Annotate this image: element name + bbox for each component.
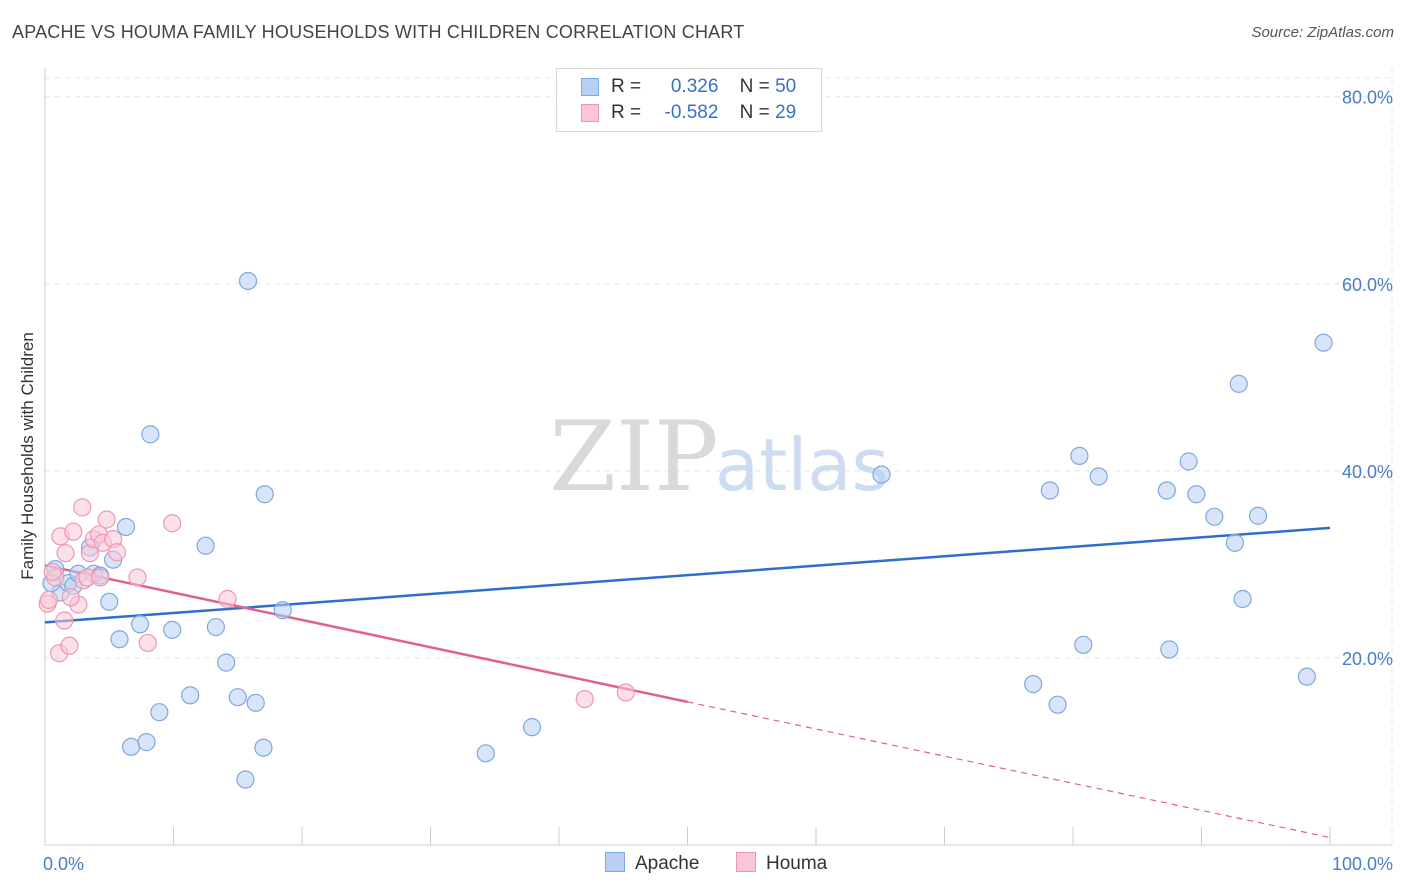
apache-point-12 — [121, 737, 141, 756]
apache-point-42 — [1205, 507, 1224, 526]
x-tick-label-0: 0.0% — [43, 854, 84, 874]
correlation-legend: R = 0.326 N = 50 R = -0.582 N = 29 — [556, 68, 822, 132]
legend-apache-r-label: R = — [611, 76, 642, 97]
apache-point-45 — [1233, 589, 1252, 609]
apache-point-17 — [163, 620, 182, 639]
legend-apache-n-value: 50 — [775, 76, 797, 97]
legend-houma-n-value: 29 — [775, 102, 797, 123]
apache-point-48 — [1314, 333, 1333, 352]
houma-point-6 — [56, 544, 75, 563]
apache-point-16 — [150, 703, 169, 722]
series-legend-houma-label: Houma — [766, 853, 828, 874]
houma-point-5 — [55, 611, 74, 630]
apache-point-44 — [1229, 374, 1248, 393]
x-tick-label-100: 100.0% — [1332, 854, 1393, 874]
legend-houma-r-value: -0.582 — [664, 102, 719, 123]
apache-point-23 — [236, 770, 255, 789]
apache-point-32 — [1024, 675, 1043, 694]
chart-title: APACHE VS HOUMA FAMILY HOUSEHOLDS WITH C… — [12, 22, 745, 42]
watermark-zip: ZIP — [549, 401, 718, 513]
legend-swatch-apache — [581, 78, 599, 96]
apache-point-31 — [872, 465, 891, 484]
legend-apache-r-value: 0.326 — [670, 76, 719, 97]
series-legend: Apache Houma — [0, 852, 1406, 878]
apache-point-29 — [476, 744, 495, 763]
apache-point-24 — [238, 271, 258, 291]
houma-point-27 — [61, 588, 80, 607]
apache-point-20 — [206, 617, 226, 637]
houma-point-26 — [616, 683, 635, 702]
apache-point-39 — [1160, 640, 1179, 659]
apache-point-13 — [130, 615, 150, 634]
apache-point-30 — [522, 718, 542, 737]
apache-point-35 — [1070, 446, 1089, 465]
apache-point-36 — [1074, 635, 1093, 654]
chart-source: Source: ZipAtlas.com — [1251, 24, 1394, 41]
apache-point-18 — [181, 686, 200, 705]
houma-point-25 — [575, 689, 594, 709]
apache-point-10 — [110, 630, 129, 649]
legend-apache-n-label: N = — [739, 76, 770, 97]
apache-point-26 — [254, 738, 273, 757]
houma-point-1 — [39, 590, 58, 610]
apache-point-21 — [217, 653, 236, 672]
apache-point-22 — [228, 688, 247, 707]
series-swatch-houma — [736, 852, 756, 872]
apache-point-43 — [1225, 533, 1245, 552]
legend-houma-r-label: R = — [611, 102, 642, 123]
apache-point-37 — [1089, 467, 1108, 486]
apache-point-14 — [137, 733, 156, 752]
houma-point-23 — [163, 514, 182, 533]
apache-trendline — [44, 526, 1331, 624]
apache-point-19 — [196, 536, 215, 555]
apache-point-15 — [141, 425, 160, 444]
y-tick-label-20: 20.0% — [1342, 649, 1393, 669]
apache-point-34 — [1048, 695, 1067, 714]
houma-point-16 — [91, 568, 110, 587]
apache-point-40 — [1179, 452, 1198, 471]
houma-point-22 — [138, 633, 157, 653]
axes — [44, 68, 1392, 846]
data-points — [38, 271, 1333, 789]
apache-point-25 — [246, 693, 265, 712]
houma-trendline — [44, 564, 688, 704]
watermark: ZIP atlas — [549, 401, 889, 513]
y-tick-label-40: 40.0% — [1342, 462, 1393, 482]
apache-point-11 — [116, 517, 136, 537]
y-tick-label-60: 60.0% — [1342, 275, 1393, 295]
tick-labels: 20.0% 40.0% 60.0% 80.0% 0.0% 100.0% — [43, 88, 1393, 874]
series-swatch-apache — [605, 852, 625, 872]
trend-lines — [44, 526, 1331, 839]
apache-point-8 — [100, 592, 119, 611]
apache-point-27 — [255, 485, 274, 504]
houma-point-24 — [218, 589, 237, 609]
series-legend-apache[interactable]: Apache — [605, 852, 699, 875]
apache-point-33 — [1040, 481, 1059, 500]
houma-point-8 — [64, 522, 83, 541]
houma-point-7 — [60, 636, 79, 655]
houma-point-10 — [73, 498, 92, 517]
houma-point-21 — [128, 568, 147, 587]
apache-point-38 — [1157, 481, 1176, 500]
series-legend-houma[interactable]: Houma — [736, 852, 827, 875]
houma-point-18 — [97, 510, 116, 529]
watermark-atlas: atlas — [715, 423, 889, 507]
apache-point-28 — [273, 601, 292, 620]
houma-trendline-extension — [687, 701, 1331, 839]
apache-point-41 — [1187, 485, 1206, 504]
legend-swatch-houma — [581, 104, 599, 122]
series-legend-apache-label: Apache — [635, 853, 700, 874]
legend-houma-n-label: N = — [739, 102, 770, 123]
y-tick-label-80: 80.0% — [1342, 88, 1393, 108]
apache-point-47 — [1297, 667, 1316, 686]
houma-point-20 — [107, 543, 127, 562]
houma-point-28 — [43, 562, 62, 581]
apache-point-46 — [1248, 506, 1268, 525]
